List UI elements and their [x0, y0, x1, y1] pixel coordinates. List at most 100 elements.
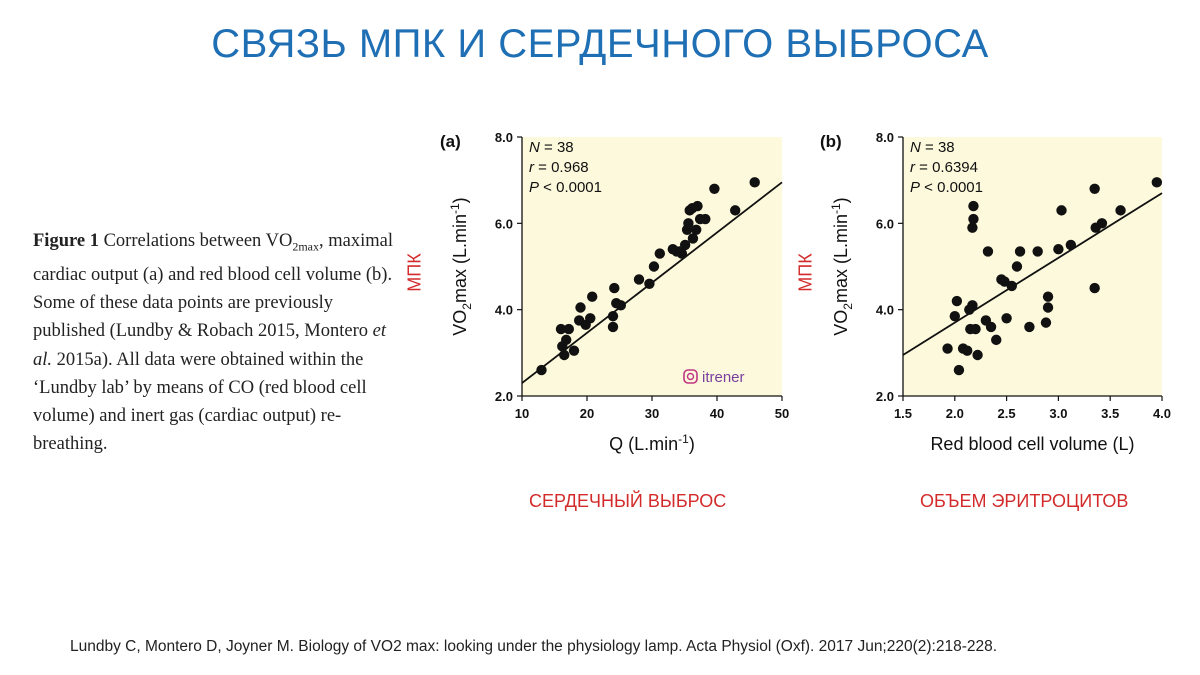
x-tick-label-a: 50 [775, 406, 789, 421]
data-point-b [972, 349, 983, 361]
data-point-b [1014, 246, 1026, 257]
instagram-icon-lens [686, 372, 695, 381]
cardiac-output-label: СЕРДЕЧНЫЙ ВЫБРОС [529, 491, 727, 511]
data-point-b [968, 200, 979, 212]
data-point-a [692, 200, 703, 212]
data-point-b [949, 310, 960, 322]
data-point-a [730, 205, 741, 216]
data-point-b [967, 222, 978, 233]
data-point-b [1040, 317, 1052, 328]
data-point-a [568, 345, 580, 356]
x-tick-label-a: 20 [580, 406, 594, 421]
data-point-a [555, 323, 567, 335]
caption-italic: et al. [33, 321, 386, 370]
caption-text-2: , maximal cardiac output (a) and red blo… [33, 231, 393, 342]
data-point-b [1056, 205, 1067, 216]
data-point-a [709, 183, 720, 194]
data-point-a [679, 239, 691, 251]
data-point-b [1032, 246, 1043, 257]
data-point-b [1042, 302, 1054, 313]
data-point-a [559, 349, 570, 361]
x-tick-label-a: 10 [515, 406, 529, 421]
data-point-b [982, 246, 994, 257]
y-tick-label-a: 4.0 [495, 303, 513, 318]
data-point-a [587, 291, 598, 302]
figure-label: Figure 1 [33, 231, 99, 251]
data-point-b [1024, 321, 1035, 333]
x-tick-label-b: 3.0 [1049, 406, 1067, 421]
stat-line-b: N = 38 [910, 139, 955, 156]
y-axis-label-b: VO2max (L.min-1) [829, 197, 855, 335]
data-point-a [575, 302, 586, 313]
data-point-b [1001, 313, 1012, 324]
stat-line-a: P < 0.0001 [529, 179, 602, 196]
data-point-a [609, 282, 620, 294]
data-point-a [648, 261, 660, 272]
data-point-a [633, 274, 645, 285]
data-point-b [942, 343, 953, 354]
caption-text-3: 2015a). All data were obtained within th… [33, 349, 367, 455]
data-point-b [970, 323, 981, 335]
instagram-icon [683, 369, 698, 384]
data-point-b [1089, 183, 1100, 194]
data-point-b [1053, 244, 1064, 255]
data-point-a [691, 224, 702, 236]
data-point-a [683, 218, 694, 229]
data-point-a [615, 300, 626, 311]
stat-line-a: r = 0.968 [529, 159, 589, 176]
data-point-b [1065, 239, 1077, 251]
figure-caption: Figure 1 Correlations between VO2max, ma… [33, 227, 395, 458]
panel-label-b: (b) [820, 132, 842, 151]
y-tick-label-a: 6.0 [495, 216, 513, 231]
data-point-b [1042, 291, 1054, 302]
x-tick-label-b: 2.5 [998, 406, 1016, 421]
data-point-a [749, 177, 760, 188]
data-point-a [536, 364, 547, 376]
data-point-b [962, 345, 973, 356]
rbc-volume-label: ОБЪЕМ ЭРИТРОЦИТОВ [920, 491, 1129, 511]
data-point-b [1115, 205, 1126, 216]
stat-line-b: P < 0.0001 [910, 179, 983, 196]
y-tick-label-a: 8.0 [495, 130, 513, 145]
x-tick-label-b: 4.0 [1153, 406, 1171, 421]
instagram-icon-frame [683, 369, 698, 384]
data-point-a [607, 321, 619, 333]
data-point-b [951, 295, 963, 307]
x-tick-label-b: 1.5 [894, 406, 912, 421]
panel-label-a: (a) [440, 132, 461, 151]
data-point-b [999, 276, 1010, 287]
data-point-b [953, 364, 965, 376]
stat-line-b: r = 0.6394 [910, 159, 978, 176]
x-tick-label-b: 3.5 [1101, 406, 1119, 421]
data-point-a [585, 313, 596, 324]
data-point-b [1011, 261, 1023, 272]
stat-line-a: N = 38 [529, 139, 574, 156]
data-point-a [644, 278, 655, 289]
y-axis-label-a: VO2max (L.min-1) [448, 197, 474, 335]
data-point-b [985, 321, 997, 333]
data-point-a [563, 323, 574, 335]
data-point-b [1096, 218, 1108, 229]
watermark-text: itrener [702, 369, 745, 386]
y-tick-label-b: 8.0 [876, 130, 894, 145]
y-tick-label-b: 2.0 [876, 389, 894, 404]
data-point-a [694, 213, 706, 225]
data-point-a [654, 248, 665, 259]
slide-title: СВЯЗЬ МПК И СЕРДЕЧНОГО ВЫБРОСА [211, 22, 989, 66]
x-tick-label-a: 40 [710, 406, 724, 421]
y-tick-label-a: 2.0 [495, 389, 513, 404]
data-point-b [968, 213, 979, 225]
caption-text-1: Correlations between VO [103, 231, 293, 251]
data-point-b [1089, 282, 1100, 294]
data-point-b [1151, 177, 1163, 188]
data-point-b [991, 334, 1002, 346]
reference-citation: Lundby C, Montero D, Joyner M. Biology o… [70, 638, 998, 655]
data-point-a [687, 233, 699, 244]
y-tick-label-b: 4.0 [876, 303, 894, 318]
trendline-b [902, 192, 1163, 356]
data-point-a [561, 334, 572, 346]
data-point-a [607, 310, 619, 322]
caption-subscript: 2max [292, 239, 319, 254]
data-point-a [671, 246, 682, 257]
